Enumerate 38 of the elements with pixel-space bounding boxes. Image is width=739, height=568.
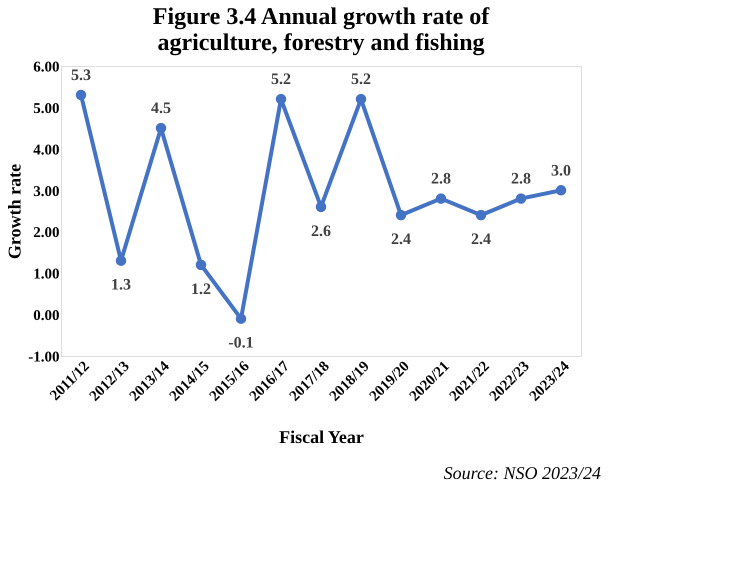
point [436, 193, 446, 204]
point [556, 185, 566, 196]
point [276, 94, 286, 104]
point [316, 202, 326, 212]
text: 4.5 [151, 100, 171, 118]
point [396, 210, 406, 220]
text: 1.2 [191, 280, 211, 298]
text: 2.6 [311, 222, 331, 240]
y-tick-label: 0.00 [33, 308, 60, 324]
y-tick-label: 4.00 [33, 142, 60, 158]
text: 2.4 [391, 231, 411, 248]
y-tick-label: 1.00 [33, 266, 60, 283]
text: -0.1 [228, 334, 254, 352]
point [156, 122, 166, 134]
source-note: Source: NSO 2023/24 [444, 463, 601, 483]
point [476, 210, 486, 220]
text: 5.2 [271, 71, 291, 88]
text: 1.3 [111, 276, 131, 294]
y-tick-label: 5.00 [33, 100, 60, 117]
point [236, 313, 246, 324]
point [116, 255, 126, 266]
text: 5.3 [71, 67, 91, 84]
x-axis-title: Fiscal Year [279, 426, 364, 447]
text: 2.4 [471, 231, 491, 248]
point [356, 94, 366, 104]
y-tick-label: 6.00 [33, 60, 60, 76]
chart-title: Figure 3.4 Annual growth rate of agriculture, forestry and fishing [152, 4, 490, 56]
y-tick-label: -1.00 [28, 350, 60, 366]
text: 3.0 [551, 162, 571, 180]
text: 2.8 [511, 170, 531, 188]
y-tick-label: 3.00 [33, 184, 60, 200]
point [196, 260, 206, 270]
text: 2.8 [431, 170, 451, 188]
y-axis-title: Growth rate [4, 164, 24, 260]
text: 5.2 [351, 71, 371, 88]
point [76, 90, 86, 100]
point [516, 193, 526, 204]
y-tick-label: 2.00 [33, 225, 60, 242]
